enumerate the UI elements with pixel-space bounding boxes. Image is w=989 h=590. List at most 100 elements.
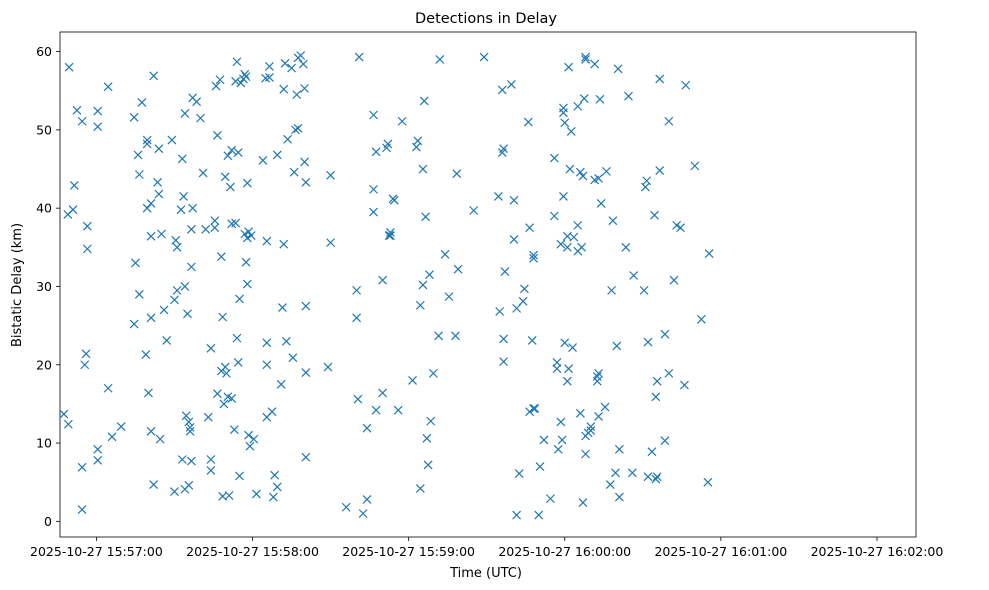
data-point xyxy=(690,161,700,171)
data-point xyxy=(419,96,429,106)
data-point xyxy=(235,471,244,481)
data-point xyxy=(595,94,605,104)
data-point xyxy=(435,54,445,64)
data-point xyxy=(80,360,90,370)
data-point xyxy=(93,455,103,465)
data-point xyxy=(428,368,438,378)
data-point xyxy=(265,72,274,82)
data-point xyxy=(82,221,92,231)
data-point xyxy=(272,482,282,492)
data-point xyxy=(103,82,113,92)
data-point xyxy=(643,337,653,347)
data-point xyxy=(77,462,87,472)
data-point xyxy=(578,498,588,507)
data-point xyxy=(223,151,233,161)
data-point xyxy=(162,336,172,345)
data-point xyxy=(298,59,308,69)
data-point xyxy=(249,434,259,444)
data-point xyxy=(240,229,250,239)
data-point xyxy=(82,244,92,254)
data-point xyxy=(612,341,622,351)
data-point xyxy=(415,300,425,310)
data-point xyxy=(177,455,187,464)
data-point xyxy=(300,157,309,167)
data-point xyxy=(581,449,590,459)
data-point xyxy=(652,376,662,386)
data-point xyxy=(231,76,241,86)
data-point xyxy=(287,63,296,73)
y-tick-label: 10 xyxy=(36,436,52,451)
y-tick-label: 20 xyxy=(36,357,52,372)
data-point xyxy=(281,336,291,346)
data-point xyxy=(565,164,575,174)
data-point xyxy=(557,435,567,445)
data-point xyxy=(592,376,602,386)
y-tick-label: 60 xyxy=(36,44,52,59)
data-point xyxy=(562,376,572,386)
data-point xyxy=(179,191,189,201)
data-point xyxy=(499,334,509,344)
x-tick-label: 2025-10-27 16:00:00 xyxy=(498,544,631,559)
data-point xyxy=(93,122,103,132)
data-point xyxy=(499,357,509,367)
data-point xyxy=(232,333,242,343)
data-point xyxy=(93,444,103,454)
data-point xyxy=(258,155,268,165)
data-point xyxy=(527,336,537,345)
data-point xyxy=(180,282,190,291)
data-point xyxy=(594,173,604,183)
chart-title: Detections in Delay xyxy=(415,11,557,27)
data-point xyxy=(369,110,378,120)
data-point xyxy=(206,466,216,475)
data-point xyxy=(227,393,237,403)
data-point xyxy=(520,284,529,294)
data-point xyxy=(157,229,166,239)
data-point xyxy=(323,362,333,372)
data-point xyxy=(154,189,164,199)
data-point xyxy=(242,178,252,188)
data-point xyxy=(581,54,590,64)
data-point xyxy=(222,368,231,378)
data-point xyxy=(218,312,228,322)
y-tick-label: 50 xyxy=(36,122,52,137)
data-point xyxy=(183,309,192,319)
data-point xyxy=(562,242,572,252)
data-point xyxy=(518,296,528,306)
data-point xyxy=(206,455,216,464)
data-point xyxy=(569,232,579,242)
data-point xyxy=(651,392,661,402)
data-point xyxy=(413,136,423,146)
data-point xyxy=(423,460,433,470)
data-point xyxy=(568,343,577,352)
data-point xyxy=(594,412,604,421)
data-point xyxy=(141,350,151,359)
data-point xyxy=(573,220,583,230)
axes-frame xyxy=(59,31,917,538)
data-point xyxy=(210,216,220,226)
data-point xyxy=(383,139,393,149)
data-point xyxy=(647,447,657,457)
data-point xyxy=(559,191,568,201)
data-point xyxy=(129,319,139,329)
data-point xyxy=(231,218,241,228)
data-point xyxy=(358,509,368,518)
data-point xyxy=(116,422,126,432)
data-point xyxy=(523,117,533,127)
data-point xyxy=(64,62,74,72)
data-point xyxy=(186,262,196,272)
x-axis-label: Time (UTC) xyxy=(449,566,522,581)
data-point xyxy=(146,199,156,208)
data-point xyxy=(262,236,272,246)
data-point xyxy=(586,422,596,432)
data-point xyxy=(210,223,220,233)
data-point xyxy=(326,170,336,180)
data-point xyxy=(408,375,417,385)
data-point xyxy=(154,144,164,154)
data-point xyxy=(651,474,661,484)
data-point xyxy=(469,206,479,215)
data-point xyxy=(506,80,516,89)
data-point xyxy=(220,172,230,182)
data-point xyxy=(378,388,388,398)
data-point xyxy=(227,145,237,155)
data-point xyxy=(170,295,179,305)
